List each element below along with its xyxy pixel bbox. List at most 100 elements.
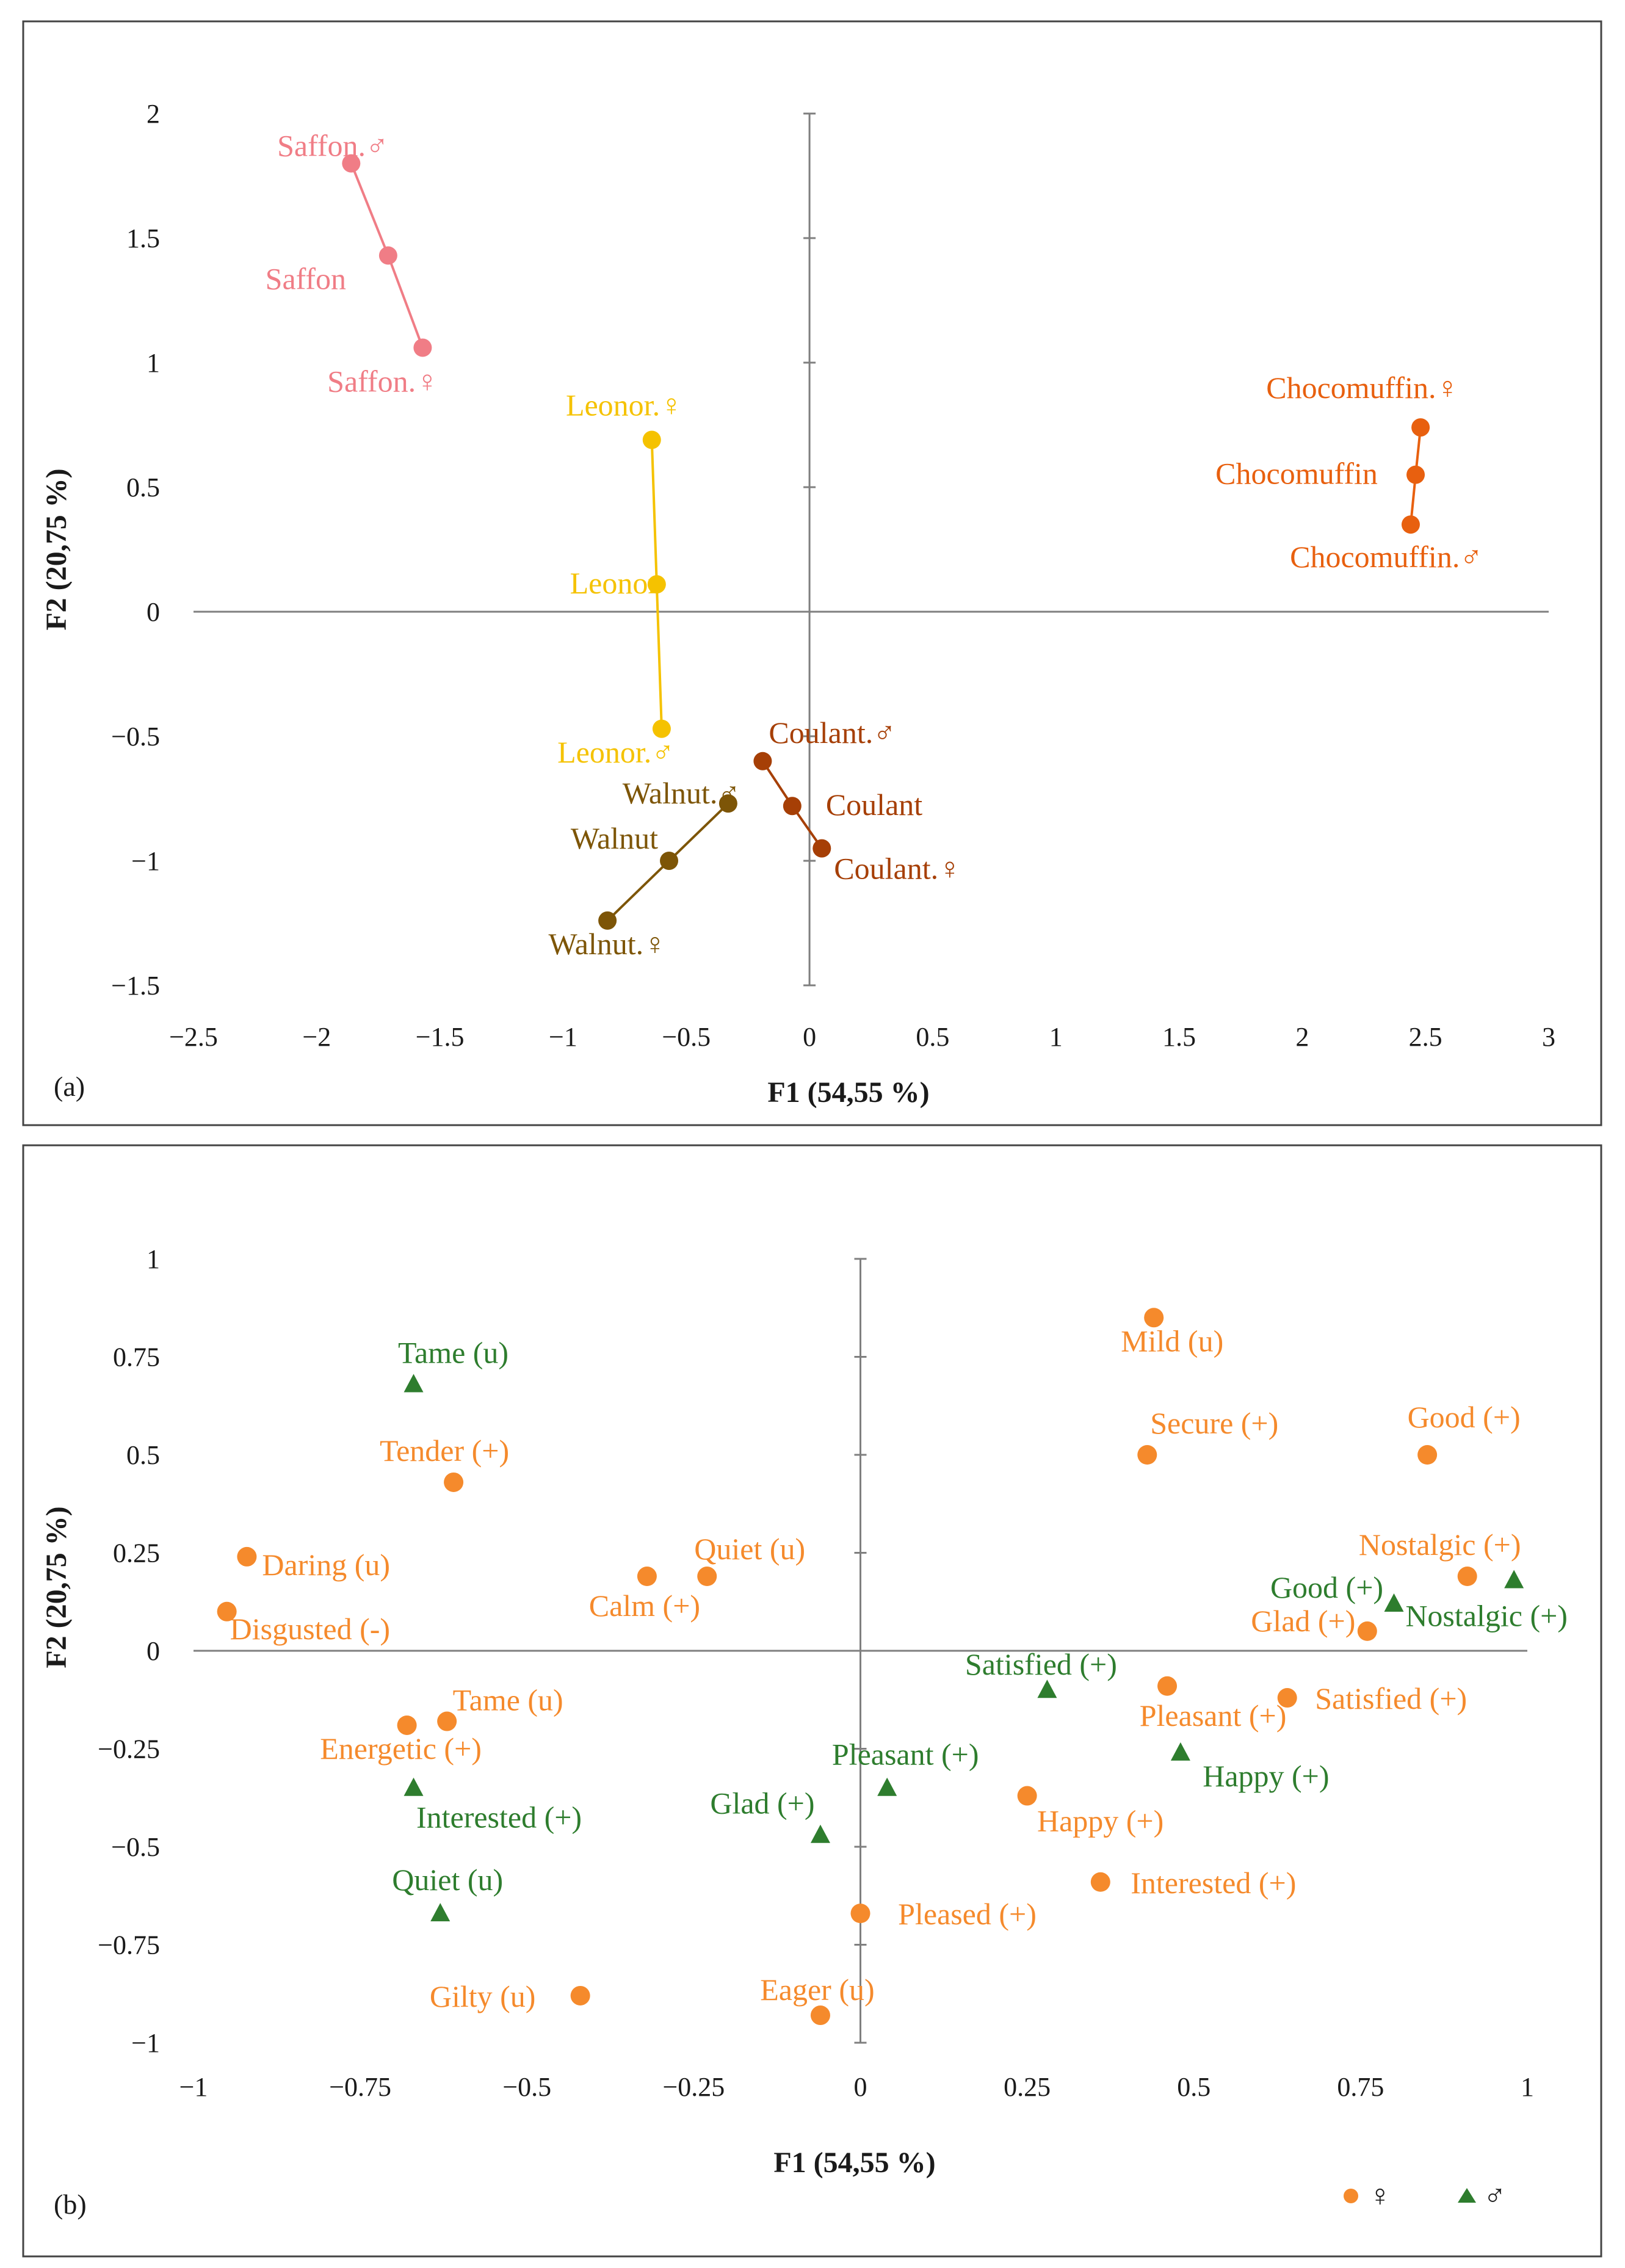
- panel-a-x-tick: 2.5: [1409, 1022, 1442, 1052]
- data-label: Chocomuffin.♀: [1266, 371, 1459, 405]
- data-label: Satisfied (+): [965, 1647, 1117, 1681]
- panel-a-x-tick: 0: [803, 1022, 816, 1052]
- data-label: Good (+): [1270, 1570, 1383, 1604]
- data-point-female: [1277, 1688, 1297, 1708]
- legend-female-label: ♀: [1369, 2178, 1392, 2212]
- panel-a-y-tick: 2: [147, 99, 160, 129]
- data-label: Calm (+): [589, 1589, 700, 1623]
- panel-a-x-tick: 1: [1049, 1022, 1063, 1052]
- data-label: Quiet (u): [392, 1863, 503, 1897]
- data-label: Pleased (+): [898, 1897, 1037, 1931]
- data-label: Walnut: [571, 821, 658, 855]
- data-label: Walnut.♂: [623, 776, 740, 810]
- data-label: Daring (u): [262, 1548, 390, 1582]
- panel-b-y-axis-label: F2 (20,75 %): [40, 1506, 73, 1668]
- panel-b-x-tick: −0.75: [329, 2072, 391, 2102]
- data-label: Chocomuffin.♂: [1290, 540, 1483, 574]
- data-label: Pleasant (+): [832, 1737, 979, 1772]
- panel-b-x-tick: −0.5: [502, 2072, 551, 2102]
- panel-a-x-tick: 1.5: [1162, 1022, 1196, 1052]
- panel-a-y-tick: 1: [147, 348, 160, 378]
- panel-b-y-tick: −1: [131, 2028, 160, 2058]
- panel-a-y-tick: −0.5: [111, 722, 160, 752]
- data-point-saffon: [413, 338, 432, 357]
- data-point-male: [1037, 1679, 1057, 1698]
- panel-b-x-tick: 1: [1521, 2072, 1534, 2102]
- data-point-female: [217, 1601, 237, 1621]
- panel-a-x-tick: −1: [549, 1022, 577, 1052]
- data-point-male: [404, 1374, 424, 1393]
- data-label: Gilty (u): [430, 1979, 536, 2013]
- data-label: Saffon.♂: [277, 129, 388, 163]
- panel-b-y-tick: −0.75: [98, 1930, 160, 1960]
- panel-b-y-tick: −0.5: [111, 1832, 160, 1862]
- data-label: Quiet (u): [694, 1532, 805, 1566]
- data-point-female: [810, 2005, 830, 2026]
- panel-a-x-tick: −2: [302, 1022, 331, 1052]
- data-label: Glad (+): [710, 1786, 814, 1821]
- data-label: Nostalgic (+): [1359, 1527, 1521, 1562]
- panel-a-x-tick: −0.5: [662, 1022, 711, 1052]
- data-point-male: [1170, 1742, 1190, 1761]
- data-label: Happy (+): [1037, 1804, 1164, 1838]
- legend-female-marker: [1344, 2189, 1358, 2203]
- data-label: Leonor.♂: [557, 735, 675, 769]
- data-label: Coulant.♀: [834, 852, 961, 886]
- data-point-female: [637, 1567, 657, 1587]
- data-point-female: [437, 1711, 457, 1731]
- legend-male-label: ♂: [1483, 2178, 1507, 2212]
- panel-a-x-tick: 2: [1295, 1022, 1309, 1052]
- panel-a-frame: [22, 20, 1602, 1126]
- data-label: Satisfied (+): [1315, 1681, 1467, 1715]
- data-point-female: [237, 1546, 257, 1567]
- panel-a-y-tick: 0.5: [126, 473, 160, 502]
- data-point-leonor: [647, 575, 666, 594]
- data-point-female: [850, 1904, 870, 1924]
- panel-b-y-tick: −0.25: [98, 1734, 160, 1764]
- data-point-coulant: [783, 797, 802, 816]
- data-point-female: [1357, 1621, 1377, 1641]
- panel-a: −2.5 −2 −1.5 −1 −0.5 0 0.5 1 1.5 2 2.5 3 −1.5 −1 −0.5 0…: [111, 99, 1555, 1052]
- data-point-female: [1157, 1676, 1178, 1696]
- panel-b-x-tick: −1: [179, 2072, 208, 2102]
- data-label: Nostalgic (+): [1405, 1598, 1568, 1632]
- data-point-chocomuffin: [1406, 465, 1425, 484]
- data-label: Tame (u): [453, 1683, 563, 1717]
- panel-b-x-tick: 0.75: [1337, 2072, 1384, 2102]
- data-point-walnut: [718, 794, 737, 813]
- data-point-male: [430, 1903, 451, 1922]
- data-label: Secure (+): [1150, 1406, 1278, 1440]
- data-label: Leonor.♀: [566, 388, 683, 422]
- data-label: Happy (+): [1203, 1759, 1329, 1793]
- panel-a-tag: (a): [54, 1071, 85, 1102]
- data-point-walnut: [598, 911, 617, 930]
- data-point-male: [1384, 1593, 1404, 1612]
- panel-b-x-tick: −0.25: [662, 2072, 725, 2102]
- data-point-coulant: [753, 752, 772, 770]
- data-point-female: [1137, 1445, 1157, 1465]
- data-point-female: [570, 1985, 590, 2005]
- data-point-male: [404, 1777, 424, 1796]
- data-point-chocomuffin: [1411, 418, 1430, 437]
- panel-b-tag: (b): [54, 2189, 87, 2220]
- panel-a-x-tick: 0.5: [916, 1022, 949, 1052]
- panel-b-legend: ♀ ♂: [1344, 2178, 1507, 2212]
- data-point-leonor: [652, 719, 671, 738]
- data-label: Mild (u): [1121, 1324, 1223, 1358]
- panel-a-y-tick: −1: [131, 846, 160, 876]
- panel-a-x-tick: −1.5: [416, 1022, 465, 1052]
- data-label: Coulant: [826, 788, 922, 822]
- data-label: Tame (u): [398, 1335, 508, 1369]
- panel-b-x-tick: 0.5: [1177, 2072, 1211, 2102]
- data-point-female: [1144, 1308, 1164, 1328]
- data-point-female: [397, 1715, 417, 1735]
- data-point-male: [810, 1824, 830, 1843]
- data-point-saffon: [378, 246, 397, 265]
- data-label: Saffon: [266, 262, 346, 296]
- panel-b-y-tick: 0: [147, 1636, 160, 1666]
- data-label: Interested (+): [416, 1800, 582, 1835]
- data-label: Interested (+): [1131, 1866, 1296, 1900]
- data-point-female: [1017, 1786, 1037, 1806]
- data-point-female: [1090, 1872, 1110, 1892]
